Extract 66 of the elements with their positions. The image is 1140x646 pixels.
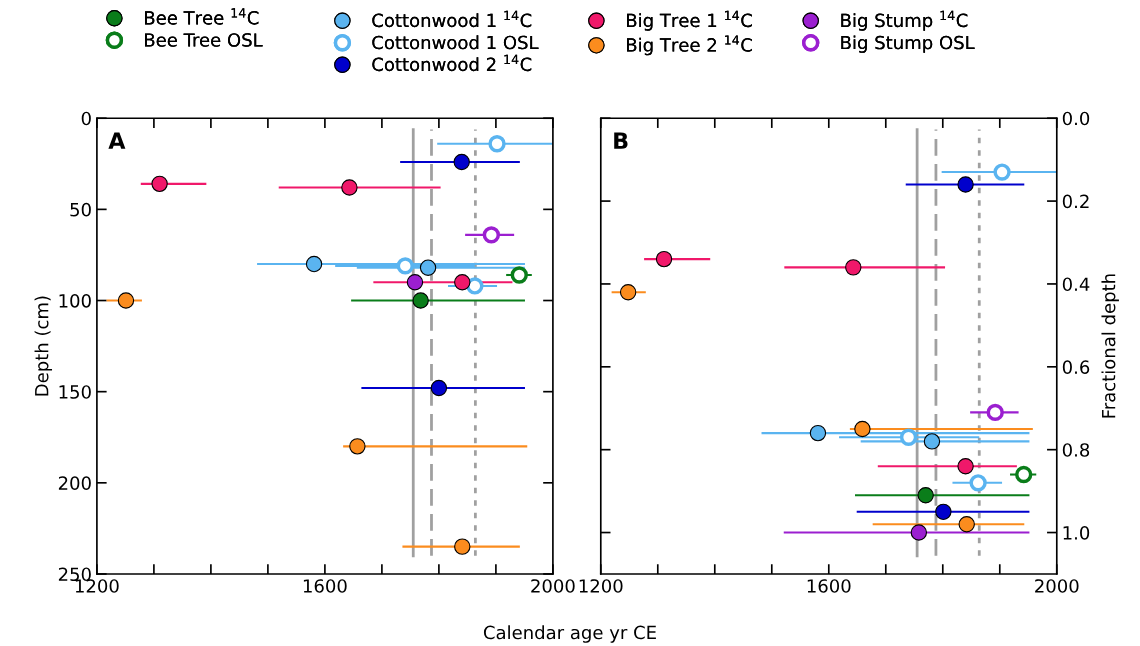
x-tick-label: 1200 <box>579 579 623 593</box>
point <box>151 175 168 193</box>
y-tick-label: 250 <box>58 567 91 582</box>
point <box>349 438 366 455</box>
y-tick-label: 1.0 <box>1063 526 1090 540</box>
point <box>917 487 934 504</box>
point <box>1015 465 1033 484</box>
point <box>454 538 471 555</box>
y-axis-title: Depth (cm) <box>34 296 53 396</box>
x-tick-label: 1200 <box>75 579 119 593</box>
legend-label: Big Tree 1 $^{14}$C <box>627 10 752 31</box>
y-tick-label: 0.6 <box>1062 360 1090 374</box>
legend-label: Cottonwood 1 $^{14}$C <box>372 10 532 28</box>
y-tick-label: 200 <box>58 476 91 490</box>
point <box>854 420 871 438</box>
point <box>412 292 429 309</box>
point <box>510 266 528 284</box>
x-tick-label: 1600 <box>303 579 347 593</box>
legend-label: Big Stump $^{14}$C <box>841 10 968 31</box>
point <box>454 274 471 291</box>
point <box>453 153 470 171</box>
point <box>396 257 414 275</box>
y-tick-label: 0.0 <box>1062 111 1090 126</box>
legend-label: Bee Tree $^{14}$C <box>145 8 259 25</box>
point <box>305 255 323 273</box>
point <box>488 135 506 153</box>
point <box>910 524 928 541</box>
text: A <box>108 132 126 149</box>
point <box>993 163 1011 181</box>
point <box>466 277 484 295</box>
y-tick-label: 0 <box>81 111 91 126</box>
point <box>482 226 501 244</box>
legend-label: Big Tree 2 $^{14}$C <box>627 35 752 56</box>
point <box>986 403 1004 422</box>
x-tick-label: 2000 <box>1035 579 1079 593</box>
point <box>957 176 974 193</box>
y-tick-label: 50 <box>70 202 91 217</box>
legend-label: Big Stump OSL <box>841 35 975 53</box>
point <box>430 379 448 397</box>
text: B <box>614 132 628 149</box>
legend-label: Cottonwood 1 OSL <box>372 35 539 50</box>
y-tick-label: 0.4 <box>1062 277 1090 292</box>
y-axis-title: Fractional depth <box>1101 274 1119 418</box>
y-tick-label: 100 <box>59 293 91 308</box>
y-tick-label: 0.8 <box>1062 443 1090 457</box>
y-tick-label: 150 <box>59 385 91 399</box>
point <box>923 433 941 450</box>
legend-label: Bee Tree OSL <box>145 33 263 47</box>
point <box>655 250 673 268</box>
point <box>809 424 827 442</box>
point <box>958 516 975 533</box>
x-tick-label: 2000 <box>531 579 575 593</box>
point <box>619 284 637 301</box>
point <box>341 179 358 196</box>
point <box>419 259 437 276</box>
point <box>899 428 918 446</box>
point <box>969 474 987 492</box>
point <box>957 458 974 475</box>
point <box>117 292 135 309</box>
point <box>845 259 862 276</box>
x-axis-title: Calendar age yr CE <box>483 625 656 643</box>
point <box>406 274 424 291</box>
y-tick-label: 0.2 <box>1062 194 1089 209</box>
point <box>935 503 952 521</box>
legend-label: Cottonwood 2 $^{14}$C <box>372 54 532 72</box>
x-tick-label: 1600 <box>807 579 851 593</box>
